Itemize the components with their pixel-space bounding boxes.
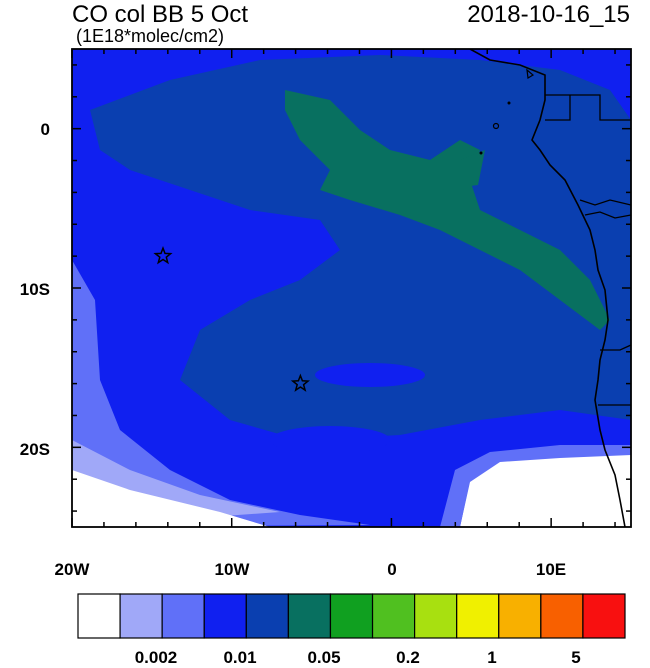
- colorbar-swatch: [414, 593, 458, 639]
- field-clean-west: [72, 470, 270, 527]
- colorbar-swatch: [456, 593, 500, 639]
- border-line: [579, 199, 631, 206]
- colorbar-swatch: [245, 593, 289, 639]
- y-label-20s: 20S: [19, 440, 50, 459]
- colorbar-swatch: [329, 593, 374, 639]
- field-edge-southeast: [440, 445, 631, 527]
- island: [479, 151, 483, 155]
- colorbar-label: 5: [571, 648, 581, 667]
- x-label-0: 0: [387, 560, 397, 579]
- x-label-10e: 10E: [535, 560, 567, 579]
- field-clean-southeast: [460, 455, 631, 527]
- colorbar-swatch: [203, 593, 247, 639]
- colorbar-label: 1: [487, 648, 497, 667]
- colorbar-label: 0.01: [223, 648, 257, 667]
- axis-ticks: [71, 49, 631, 527]
- map-field: [72, 49, 631, 527]
- field-plume-core: [440, 150, 485, 190]
- markers: [153, 245, 310, 392]
- field-patch: [315, 363, 425, 387]
- map-timestamp: 2018-10-16_15: [467, 1, 630, 28]
- map-title: CO col BB 5 Oct: [72, 1, 249, 28]
- x-label-10w: 10W: [214, 560, 250, 579]
- colorbar-label: 0.2: [396, 648, 420, 667]
- colorbar-label: 0.002: [134, 648, 178, 667]
- colorbar-swatch: [371, 593, 416, 639]
- colorbar-label: 0.05: [307, 648, 341, 667]
- island: [507, 101, 511, 105]
- island: [492, 122, 500, 130]
- star-marker-icon: [153, 245, 173, 265]
- coast-line: [469, 49, 626, 527]
- field-low-west: [72, 260, 370, 527]
- colorbar-swatch: [287, 593, 332, 639]
- y-label-10s: 10S: [19, 280, 50, 299]
- colorbar-swatch: [498, 593, 542, 639]
- colorbar-swatch: [77, 593, 121, 639]
- colorbar-swatch: [161, 593, 205, 639]
- colorbar: [77, 593, 626, 639]
- y-label-0: 0: [40, 120, 50, 139]
- colorbar-swatch: [582, 593, 626, 639]
- coastline: [469, 49, 631, 527]
- field-plume-core: [285, 90, 610, 330]
- field-patch: [270, 426, 390, 454]
- colorbar-swatch: [119, 593, 163, 639]
- border-line: [545, 94, 631, 121]
- border-line: [600, 344, 631, 351]
- star-marker-icon: [290, 373, 310, 392]
- colorbar-swatch: [540, 593, 584, 639]
- map-units: (1E18*molec/cm2): [76, 26, 225, 46]
- field-plume-outer: [90, 55, 631, 440]
- border-line: [545, 95, 571, 121]
- x-label-20w: 20W: [54, 560, 90, 579]
- border-line: [584, 211, 631, 219]
- island: [526, 68, 535, 79]
